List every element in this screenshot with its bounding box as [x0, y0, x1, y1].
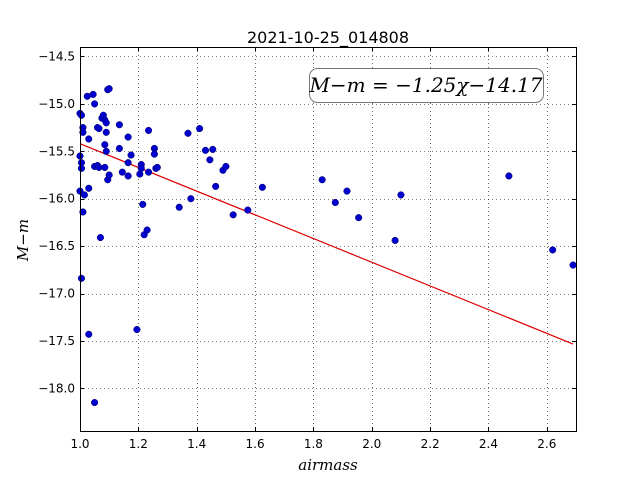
- data-point: [505, 172, 513, 180]
- data-point: [85, 184, 93, 192]
- data-point: [102, 147, 110, 155]
- x-tick-label: 1.6: [246, 437, 265, 451]
- data-point: [196, 124, 204, 133]
- data-point: [89, 90, 97, 98]
- data-point: [143, 226, 151, 234]
- data-point: [244, 206, 252, 214]
- data-point: [133, 325, 141, 334]
- data-point: [101, 163, 109, 171]
- fit-line: [79, 143, 574, 345]
- y-tick-label: −17.0: [38, 287, 75, 301]
- data-point: [212, 182, 220, 190]
- data-point: [222, 162, 230, 171]
- plot-frame: [80, 47, 577, 432]
- data-point: [137, 164, 145, 172]
- y-tick-label: −16.5: [38, 239, 75, 253]
- data-point: [184, 129, 192, 137]
- data-point: [115, 144, 123, 153]
- x-tick-label: 1.4: [187, 437, 206, 451]
- data-point: [318, 176, 326, 184]
- y-axis-label: M−m: [14, 219, 32, 262]
- y-tick-label: −15.0: [38, 97, 75, 111]
- data-point: [145, 168, 153, 176]
- data-point: [79, 208, 87, 216]
- fit-equation: M−m = −1.25χ−14.17: [308, 73, 542, 97]
- data-point: [397, 191, 405, 199]
- data-point: [355, 214, 363, 222]
- data-point: [258, 183, 266, 191]
- data-point: [77, 274, 86, 282]
- data-point: [80, 191, 88, 199]
- x-tick-label: 1.0: [70, 437, 89, 451]
- data-point: [85, 330, 93, 338]
- data-point: [118, 168, 126, 176]
- data-point: [187, 195, 195, 203]
- x-tick-label: 2.0: [362, 437, 381, 451]
- data-point: [175, 203, 183, 211]
- x-axis-label: airmass: [298, 456, 358, 474]
- x-tick-label: 1.8: [304, 437, 323, 451]
- chart-title: 2021-10-25_014808: [247, 28, 409, 48]
- data-point: [96, 234, 104, 242]
- point-layer: [76, 85, 577, 407]
- x-tick-label: 2.2: [421, 437, 440, 451]
- annotation-box: M−m = −1.25χ−14.17: [308, 68, 544, 103]
- y-tick-label: −16.0: [38, 192, 75, 206]
- grid-layer: [80, 47, 576, 431]
- data-point: [91, 399, 99, 407]
- data-point: [206, 156, 214, 164]
- fit-layer: [79, 143, 574, 345]
- y-tick-label: −18.0: [38, 381, 75, 395]
- data-point: [102, 119, 110, 127]
- data-point: [549, 246, 557, 254]
- data-point: [124, 172, 132, 180]
- data-point: [569, 261, 577, 269]
- annotation-frame: [309, 68, 544, 103]
- data-point: [124, 159, 132, 167]
- data-point: [145, 126, 153, 134]
- data-point: [124, 133, 132, 141]
- data-point: [101, 141, 109, 149]
- y-tick-label: −17.5: [38, 334, 75, 348]
- y-tick-label: −15.5: [38, 144, 75, 158]
- data-point: [391, 236, 399, 244]
- data-point: [102, 128, 110, 136]
- y-tick-label: −14.5: [38, 49, 75, 63]
- data-point: [229, 211, 237, 219]
- data-point: [79, 128, 87, 136]
- data-point: [209, 145, 217, 153]
- data-point: [139, 200, 147, 208]
- tick-layer: 1.0 1.2 1.4 1.6 1.8 2.0 2.2 2.4 2.6 −14.5 −15.0 −15…: [38, 47, 576, 451]
- data-point: [343, 187, 351, 195]
- data-point: [95, 124, 103, 133]
- data-point: [201, 146, 210, 154]
- data-point: [85, 135, 93, 143]
- data-point: [127, 151, 135, 159]
- x-tick-label: 2.6: [537, 437, 556, 451]
- data-point: [77, 111, 86, 119]
- data-point: [150, 150, 158, 158]
- data-point: [153, 163, 161, 171]
- x-tick-label: 2.4: [479, 437, 498, 451]
- data-point: [91, 100, 99, 108]
- x-tick-label: 1.2: [129, 437, 148, 451]
- data-point: [105, 171, 113, 179]
- data-point: [115, 121, 123, 129]
- data-point: [331, 198, 339, 207]
- data-point: [77, 164, 86, 172]
- data-point: [105, 85, 113, 93]
